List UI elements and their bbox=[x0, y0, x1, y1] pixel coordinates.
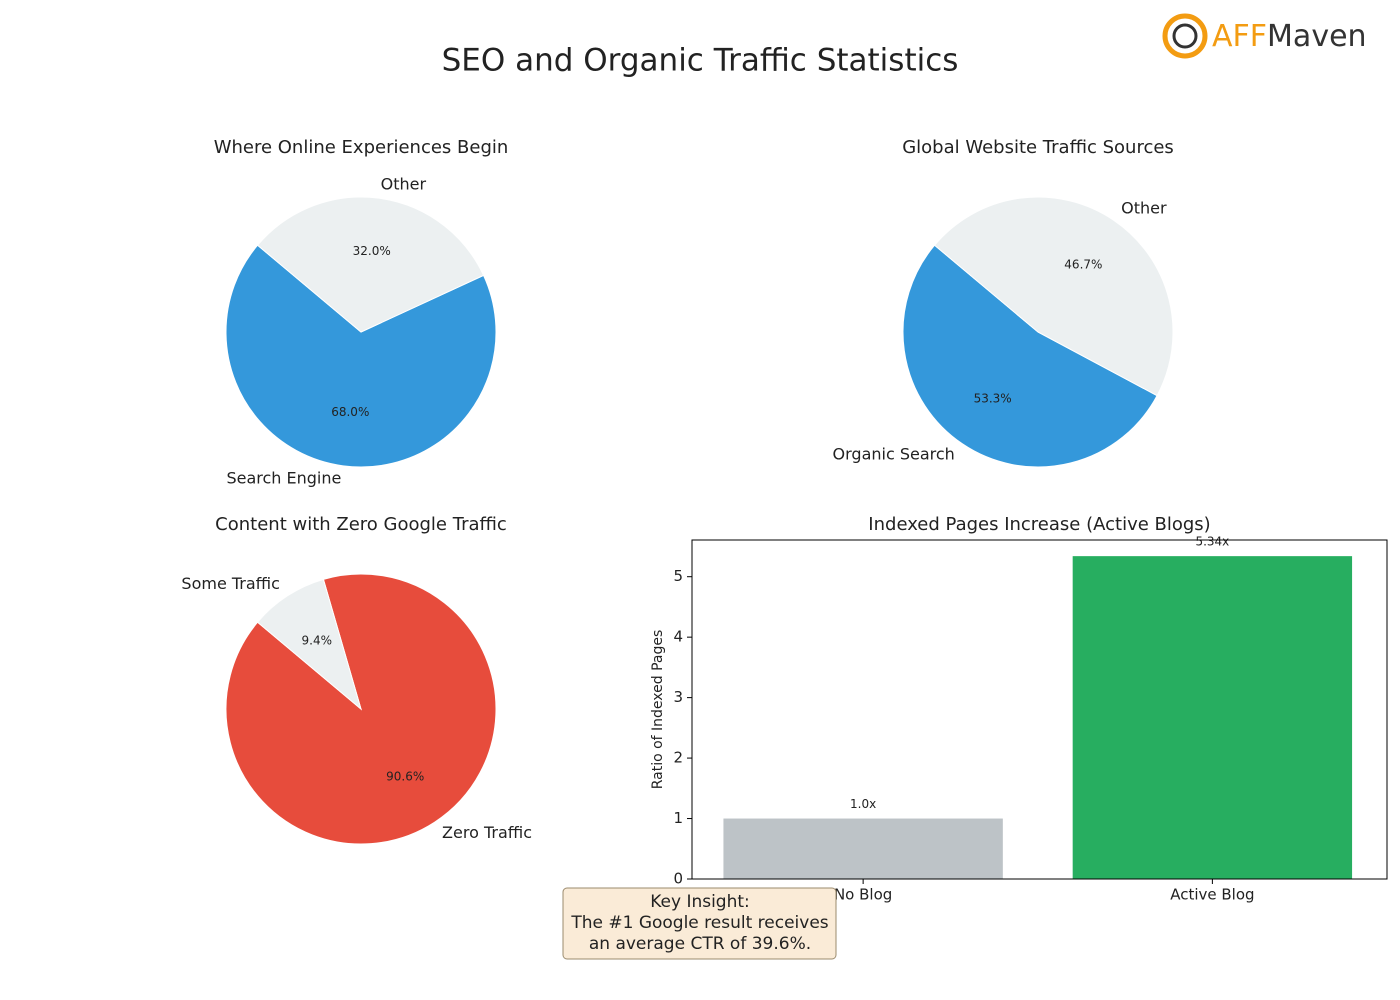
slice-label: Organic Search bbox=[833, 445, 955, 464]
logo-text: AFFMaven bbox=[1212, 19, 1367, 54]
x-tick-label: Active Blog bbox=[1170, 886, 1254, 904]
slice-value-label: 53.3% bbox=[974, 392, 1012, 406]
pie-slice bbox=[256, 578, 362, 711]
y-tick-label: 3 bbox=[673, 688, 683, 706]
bar bbox=[723, 818, 1003, 879]
slice-label: Other bbox=[1121, 198, 1167, 217]
slice-value-label: 46.7% bbox=[1064, 257, 1102, 271]
chart-title: Global Website Traffic Sources bbox=[902, 137, 1174, 158]
insight-text: an average CTR of 39.6%. bbox=[589, 934, 811, 954]
slice-value-label: 90.6% bbox=[386, 769, 424, 783]
bar bbox=[1072, 556, 1353, 879]
logo-part: AFF bbox=[1212, 19, 1267, 54]
slice-label: Search Engine bbox=[226, 469, 341, 488]
logo-icon bbox=[1162, 13, 1208, 59]
y-tick-label: 2 bbox=[673, 749, 683, 767]
logo-icon-inner bbox=[1172, 23, 1198, 49]
logo-part: Maven bbox=[1267, 19, 1367, 54]
chart-title: Indexed Pages Increase (Active Blogs) bbox=[868, 514, 1210, 535]
bar-value-label: 5.34x bbox=[1195, 535, 1229, 549]
plot-frame bbox=[691, 539, 1388, 880]
y-tick-label: 5 bbox=[673, 567, 683, 585]
slice-label: Other bbox=[381, 174, 427, 193]
logo: AFFMaven bbox=[1162, 13, 1367, 59]
pie-slice bbox=[902, 244, 1158, 468]
chart-title: Where Online Experiences Begin bbox=[214, 137, 509, 158]
insight-text: The #1 Google result receives bbox=[570, 913, 828, 933]
x-tick-label: No Blog bbox=[834, 886, 892, 904]
slice-value-label: 9.4% bbox=[302, 634, 333, 648]
slice-label: Some Traffic bbox=[181, 574, 280, 593]
y-tick-label: 1 bbox=[673, 809, 683, 827]
y-axis-label: Ratio of Indexed Pages bbox=[650, 630, 666, 790]
pie-slice bbox=[225, 244, 497, 468]
slice-value-label: 32.0% bbox=[353, 244, 391, 258]
insight-text: Key Insight: bbox=[650, 892, 750, 912]
slice-value-label: 68.0% bbox=[331, 405, 369, 419]
y-tick-label: 0 bbox=[673, 870, 683, 888]
insight-box bbox=[562, 887, 837, 960]
pie-slice bbox=[256, 196, 485, 333]
page-title: SEO and Organic Traffic Statistics bbox=[442, 43, 959, 79]
bar-value-label: 1.0x bbox=[850, 797, 876, 811]
chart-title: Content with Zero Google Traffic bbox=[215, 514, 507, 535]
pie-slice bbox=[933, 196, 1174, 397]
slice-label: Zero Traffic bbox=[442, 823, 532, 842]
y-tick-label: 4 bbox=[673, 628, 683, 646]
